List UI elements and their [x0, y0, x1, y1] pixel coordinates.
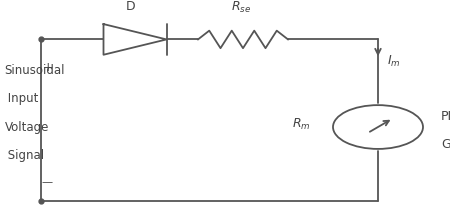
Text: PMMC: PMMC — [441, 110, 450, 123]
Text: $R_m$: $R_m$ — [292, 117, 310, 132]
Text: Sinusoidal: Sinusoidal — [4, 64, 65, 77]
Text: $R_{se}$: $R_{se}$ — [231, 0, 251, 15]
Text: Signal: Signal — [4, 149, 45, 162]
Text: $I_m$: $I_m$ — [387, 54, 400, 69]
Text: +: + — [43, 61, 54, 74]
Text: D: D — [126, 0, 135, 13]
Text: Voltage: Voltage — [4, 120, 49, 134]
Text: Input: Input — [4, 92, 39, 105]
Text: Galvonometer: Galvonometer — [441, 138, 450, 151]
Text: —: — — [42, 177, 53, 187]
